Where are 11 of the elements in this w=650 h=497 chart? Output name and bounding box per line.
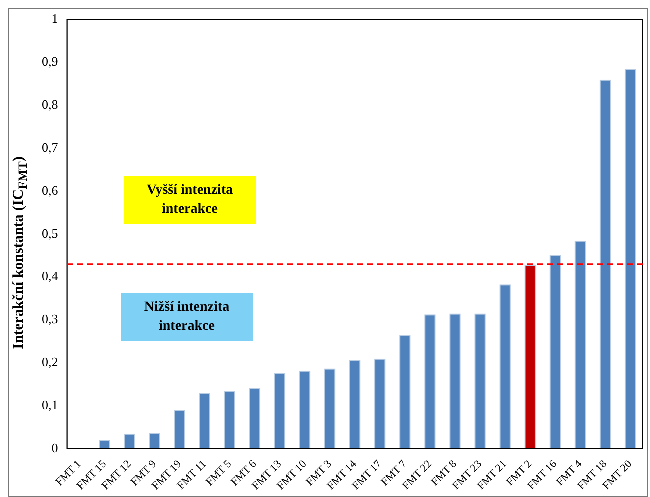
y-tick-label: 0,8 [42, 97, 58, 112]
y-tick-label: 0 [52, 440, 58, 456]
y-tick-label: 0,3 [42, 312, 58, 327]
y-tick-label: 0,5 [42, 226, 58, 241]
y-tick-label: 0,6 [42, 182, 59, 198]
y-tick-label: 0,7 [42, 140, 59, 155]
y-tick-label: 0,4 [42, 268, 59, 284]
y-tick-label: 1 [52, 11, 58, 26]
y-tick-label: 0,9 [42, 54, 58, 70]
y-tick-label: 0,1 [42, 397, 58, 412]
y-tick-label: 0,2 [42, 354, 58, 370]
